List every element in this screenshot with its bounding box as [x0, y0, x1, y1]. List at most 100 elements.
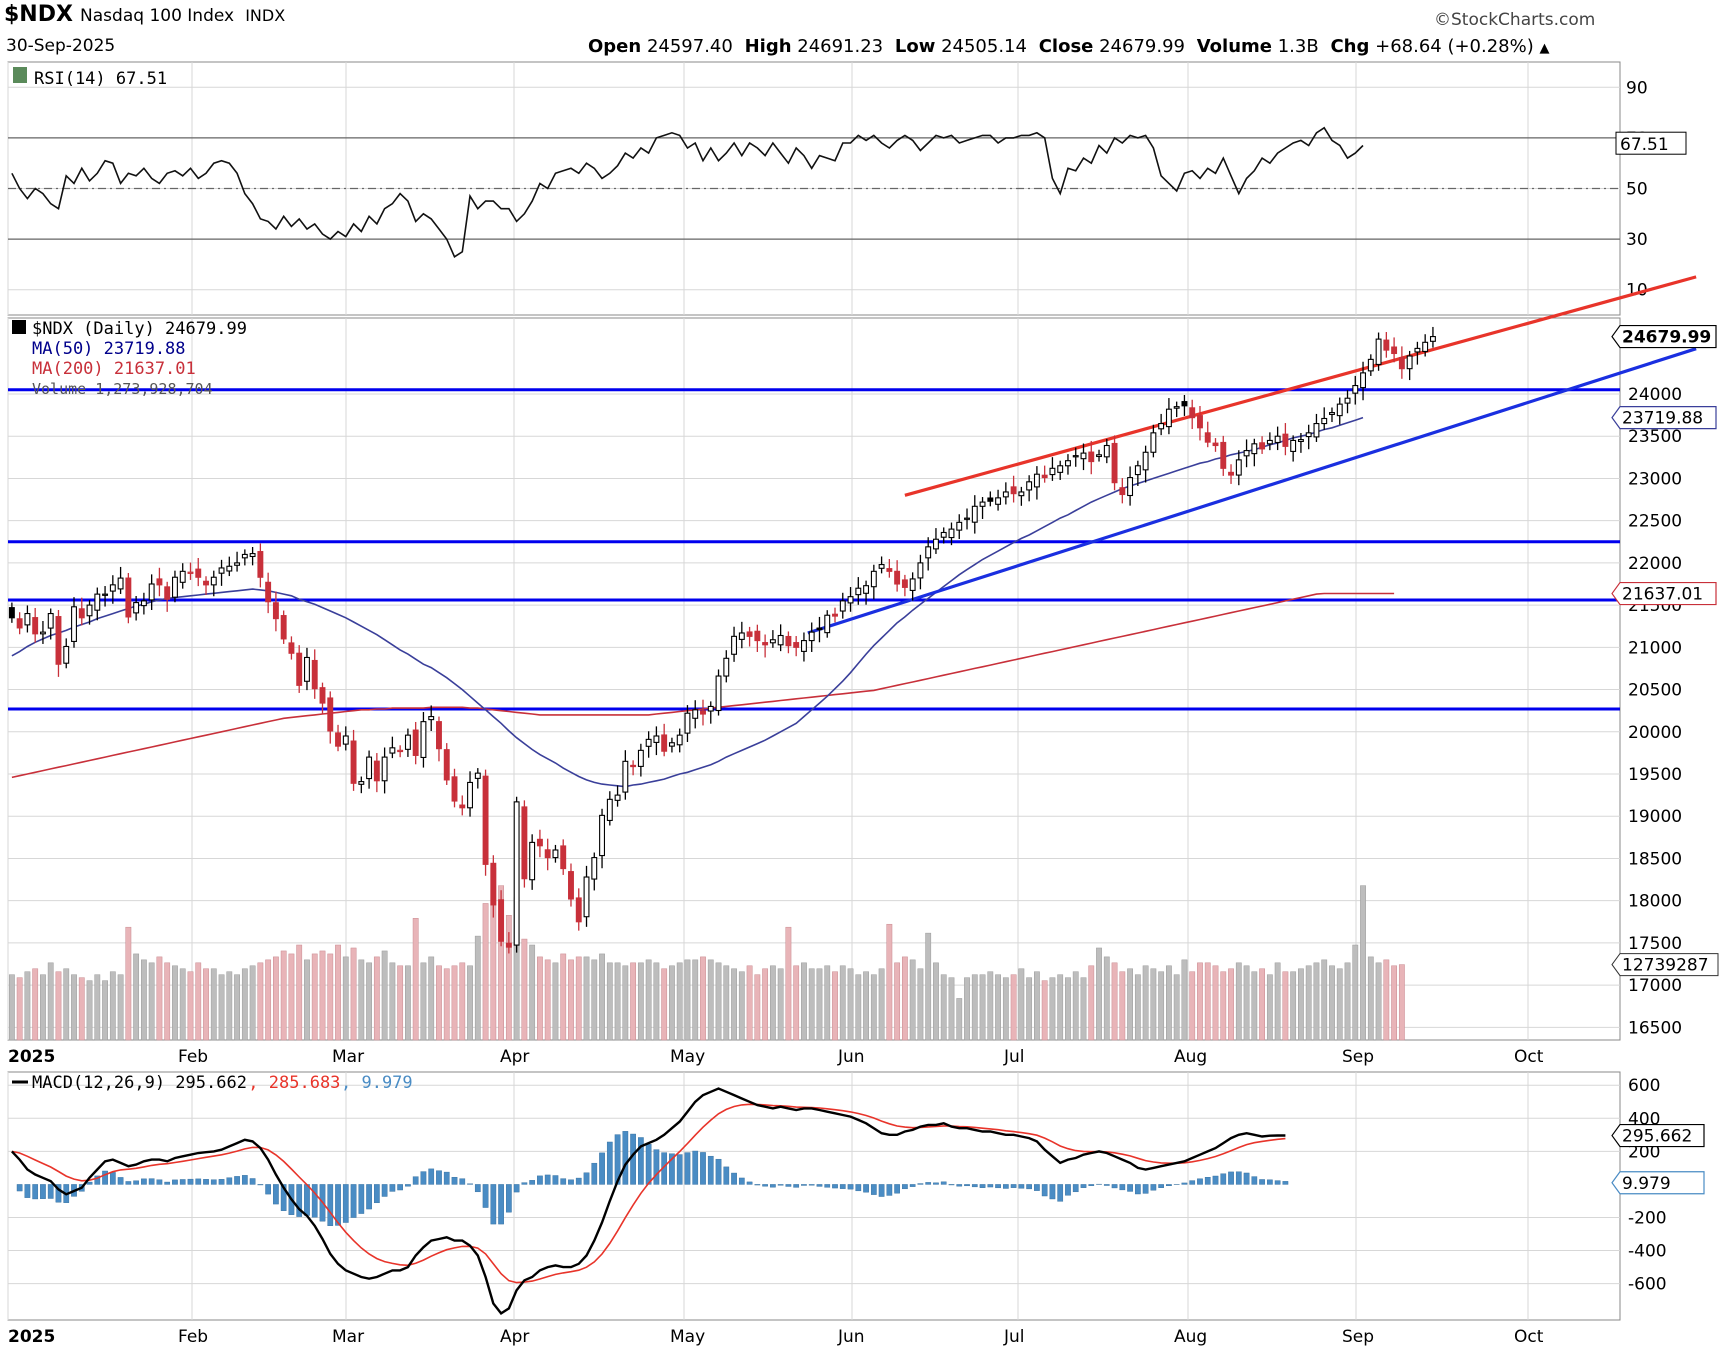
macd-histogram-bar: [55, 1184, 62, 1203]
candle-body: [319, 687, 326, 704]
volume-bar: [901, 956, 908, 1041]
candle-body: [684, 712, 691, 734]
macd-histogram-bar: [700, 1152, 706, 1185]
close-label: Close: [1038, 36, 1094, 57]
candle-body: [140, 600, 147, 607]
candlestick: [1103, 438, 1110, 464]
macd-histogram-bar: [1204, 1177, 1211, 1185]
macd-histogram-bar: [1220, 1173, 1227, 1185]
candlestick: [568, 863, 574, 907]
macd-x-label: Apr: [500, 1327, 529, 1347]
volume-bar: [855, 974, 862, 1041]
copyright: ©StockCharts.com: [1434, 10, 1596, 30]
candle-body: [1336, 403, 1343, 417]
candle-body: [568, 871, 574, 900]
macd-histogram-bar: [1235, 1171, 1242, 1185]
volume-bar: [1189, 971, 1196, 1041]
candle-body: [1220, 441, 1227, 469]
candle-body: [474, 772, 481, 779]
candle-body: [1018, 491, 1025, 497]
candle-body: [1002, 491, 1009, 498]
candle-body: [1127, 477, 1134, 497]
macd-histogram-bar: [311, 1184, 318, 1218]
candle-body: [901, 579, 908, 588]
candlestick: [1297, 433, 1304, 453]
macd-histogram-bar: [1181, 1182, 1188, 1185]
candle-body: [420, 721, 427, 758]
volume-bar: [1360, 885, 1366, 1041]
candle-body: [1173, 406, 1180, 409]
volume-bar: [1002, 977, 1009, 1041]
macd-histogram-bar: [86, 1181, 93, 1185]
volume-bar: [1259, 968, 1265, 1041]
candlestick-icon: [12, 320, 26, 334]
volume-bar: [63, 968, 70, 1041]
candle-body: [498, 899, 505, 942]
candle-body: [24, 613, 31, 626]
candlestick: [335, 724, 341, 752]
candlestick: [63, 638, 70, 669]
candlestick: [1197, 405, 1203, 441]
candle-body: [381, 756, 388, 782]
macd-histogram-bar: [24, 1184, 31, 1198]
volume-bar: [560, 953, 567, 1041]
candlestick: [1065, 454, 1071, 475]
candlestick: [1173, 401, 1180, 418]
volume-bar: [1383, 959, 1390, 1041]
candle-body: [171, 576, 178, 598]
candlestick: [1072, 447, 1079, 467]
volume-bar: [832, 971, 838, 1041]
macd-histogram-bar: [793, 1184, 800, 1188]
candle-body: [296, 652, 303, 686]
macd-histogram-bar: [568, 1179, 574, 1185]
volume-bar: [925, 932, 932, 1041]
candlestick: [8, 602, 15, 623]
macd-x-label: Aug: [1174, 1327, 1207, 1347]
macd-histogram-bar: [925, 1182, 932, 1185]
chg-label: Chg: [1330, 36, 1370, 57]
candlestick: [1049, 457, 1056, 481]
volume-bar: [498, 885, 504, 1041]
candle-body: [249, 553, 256, 558]
candle-body: [832, 613, 838, 617]
candlestick: [1002, 482, 1009, 505]
candle-body: [575, 897, 582, 923]
candlestick: [1329, 407, 1335, 423]
candle-body: [661, 734, 668, 752]
candlestick: [1158, 413, 1165, 436]
candlestick: [964, 508, 970, 530]
candle-body: [482, 775, 489, 865]
volume-value-box: [1611, 953, 1719, 977]
rsi-tick-label: 90: [1626, 78, 1648, 98]
candlestick: [389, 736, 396, 759]
macd-histogram-bar: [172, 1179, 178, 1185]
volume-bar: [614, 962, 621, 1041]
candle-body: [536, 838, 543, 847]
volume-bar: [288, 953, 295, 1041]
candle-body: [1282, 433, 1289, 447]
macd-histogram-bar: [234, 1176, 240, 1185]
candle-body: [668, 742, 675, 747]
candlestick: [1429, 326, 1436, 348]
price-x-label: Sep: [1342, 1047, 1374, 1067]
candlestick: [397, 745, 404, 758]
macd-histogram-bar: [816, 1184, 823, 1187]
candlestick: [505, 932, 512, 954]
candle-body: [723, 657, 730, 677]
candle-body: [490, 862, 497, 906]
ma200-value-label: 21637.01: [1622, 585, 1703, 605]
macd-histogram-bar: [692, 1150, 699, 1185]
candlestick: [164, 581, 171, 612]
candlestick: [241, 549, 248, 566]
candle-body: [1429, 336, 1436, 342]
macd-histogram-bar: [420, 1171, 427, 1185]
candlestick: [311, 649, 318, 699]
macd-histogram-bar: [32, 1184, 39, 1200]
volume-bar: [226, 971, 233, 1041]
candle-body: [1181, 401, 1188, 407]
candle-body: [925, 546, 932, 559]
high-value: 24691.23: [797, 36, 884, 57]
macd-histogram-bar: [1267, 1179, 1273, 1185]
candlestick: [1290, 435, 1297, 462]
macd-histogram-bar: [638, 1137, 644, 1185]
